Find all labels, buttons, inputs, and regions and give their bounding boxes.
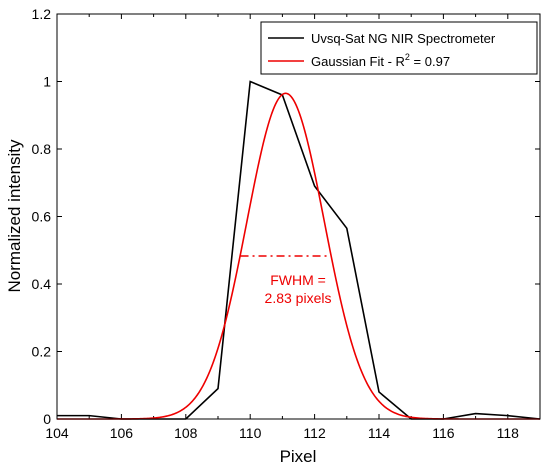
x-tick-label: 116 — [432, 425, 455, 441]
y-tick-label: 0 — [43, 411, 51, 427]
legend-box — [260, 21, 538, 75]
x-tick-labels: 104 106 108 110 112 114 116 118 — [45, 425, 519, 441]
y-tick-labels: 0 0.2 0.4 0.6 0.8 1 1.2 — [32, 6, 52, 427]
x-tick-label: 108 — [174, 425, 198, 441]
y-tick-label: 0.8 — [32, 141, 52, 157]
x-axis-label: Pixel — [280, 447, 317, 466]
x-tick-label: 104 — [45, 425, 69, 441]
x-tick-label: 112 — [303, 425, 326, 441]
y-tick-label: 0.2 — [32, 344, 52, 360]
y-tick-label: 0.4 — [32, 276, 52, 292]
y-tick-label: 0.6 — [32, 209, 52, 225]
y-axis-label: Normalized intensity — [5, 139, 24, 293]
y-tick-label: 1.2 — [32, 6, 52, 22]
x-tick-label: 106 — [110, 425, 134, 441]
fwhm-annotation-line1: FWHM = — [270, 272, 326, 288]
measured-spectrum-line — [57, 80, 541, 420]
x-tick-label: 118 — [497, 425, 520, 441]
plot-frame — [56, 13, 541, 420]
legend-label-measured: Uvsq-Sat NG NIR Spectrometer — [311, 31, 496, 46]
series-layer — [57, 80, 541, 420]
y-tick-label: 1 — [43, 74, 51, 90]
x-tick-label: 114 — [368, 425, 391, 441]
fwhm-annotation-line2: 2.83 pixels — [265, 290, 332, 306]
x-tick-label: 110 — [239, 425, 262, 441]
tick-marks — [56, 13, 541, 420]
legend-label-gaussian: Gaussian Fit - R2 = 0.97 — [311, 52, 450, 69]
legend: Uvsq-Sat NG NIR Spectrometer Gaussian Fi… — [260, 21, 538, 75]
